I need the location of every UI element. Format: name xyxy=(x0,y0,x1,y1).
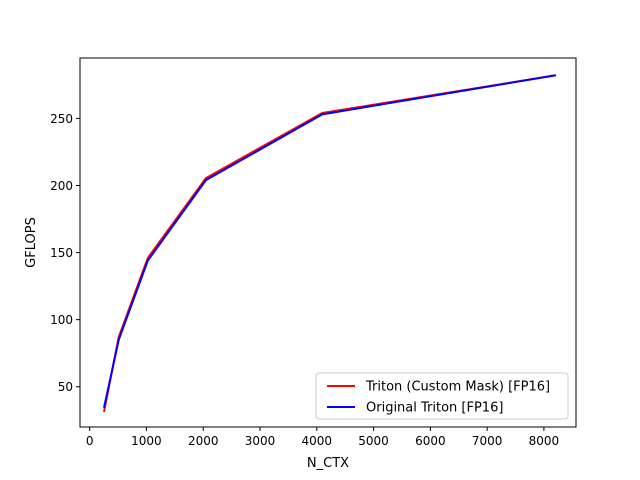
plot-area xyxy=(79,57,577,428)
legend-label-triton-custom-mask: Triton (Custom Mask) [FP16] xyxy=(365,380,550,395)
x-tick-label: 2000 xyxy=(188,434,219,448)
y-axis-label: GFLOPS xyxy=(24,217,39,268)
x-tick-label: 3000 xyxy=(245,434,276,448)
legend-box xyxy=(315,372,569,420)
series-lines xyxy=(103,74,556,413)
x-axis-label: N_CTX xyxy=(307,456,349,471)
x-tick-label: 6000 xyxy=(415,434,446,448)
y-tick-labels: 50 100 150 200 250 xyxy=(50,112,80,394)
y-tick-label: 50 xyxy=(58,380,73,394)
y-tick-label: 100 xyxy=(50,313,73,327)
legend: Triton (Custom Mask) [FP16] Original Tri… xyxy=(315,372,569,420)
x-tick-label: 4000 xyxy=(302,434,333,448)
y-tick-label: 250 xyxy=(50,112,73,126)
series-line-0 xyxy=(103,74,556,413)
y-tick-label: 200 xyxy=(50,179,73,193)
y-tick-label: 150 xyxy=(50,246,73,260)
x-tick-labels: 0 1000 2000 3000 4000 5000 6000 7000 8000 xyxy=(86,427,559,448)
x-tick-label: 1000 xyxy=(131,434,162,448)
x-tick-label: 5000 xyxy=(358,434,389,448)
series-line-1 xyxy=(103,74,556,409)
x-tick-label: 0 xyxy=(86,434,94,448)
x-tick-label: 7000 xyxy=(472,434,503,448)
x-tick-label: 8000 xyxy=(529,434,560,448)
legend-label-original-triton: Original Triton [FP16] xyxy=(366,401,503,416)
